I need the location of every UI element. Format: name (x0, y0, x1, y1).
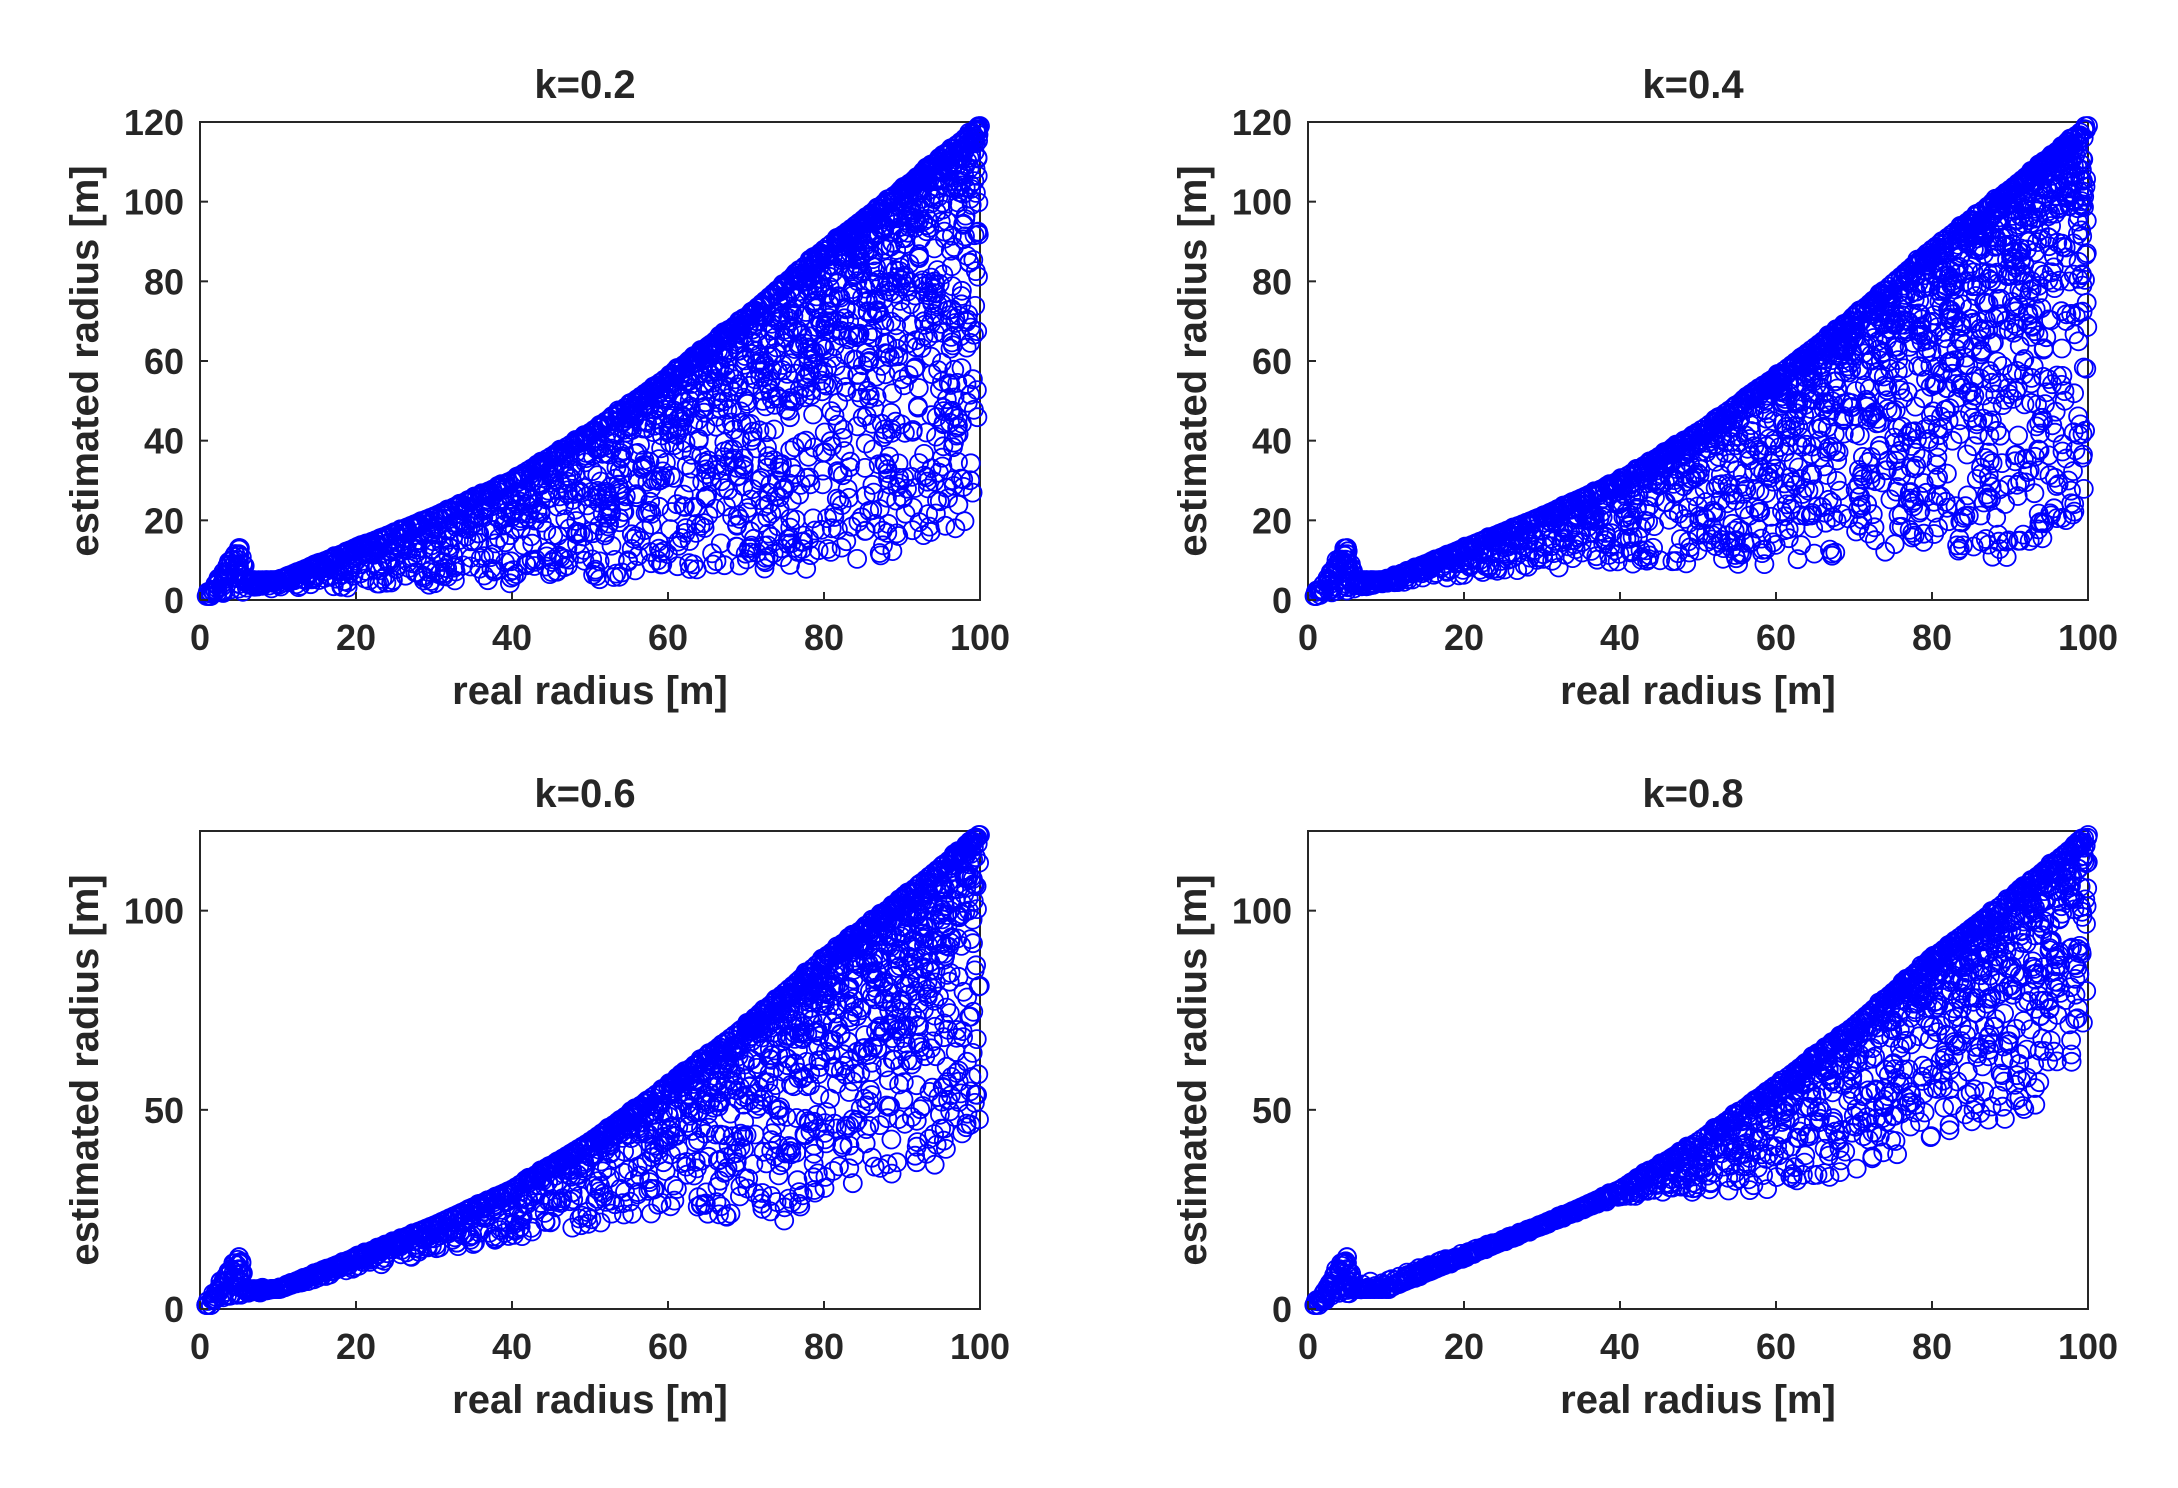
x-tick-label: 0 (190, 617, 210, 658)
scatter-point (488, 528, 509, 549)
y-tick-label: 80 (144, 261, 184, 302)
scatter-point (557, 538, 578, 559)
x-tick-label: 20 (336, 617, 376, 658)
x-tick-label: 100 (2058, 617, 2118, 658)
x-tick-label: 100 (950, 617, 1010, 658)
scatter-point (501, 567, 521, 588)
scatter-point (453, 555, 474, 576)
y-tick-label: 100 (124, 182, 184, 223)
y-tick-label: 60 (144, 341, 184, 382)
scatter-point (500, 551, 521, 572)
scatter-markers (196, 116, 990, 606)
scatter-point (586, 566, 607, 586)
scatter-point (530, 503, 551, 524)
scatter-point (538, 480, 559, 501)
scatter-point (557, 480, 578, 501)
scatter-point (480, 547, 501, 568)
scatter-point (444, 557, 465, 578)
scatter-point (474, 565, 495, 586)
y-axis-label: estimated radius [m] (63, 165, 107, 556)
scatter-point (503, 560, 524, 581)
x-tick-label: 20 (1444, 617, 1484, 658)
x-tick-label: 40 (492, 617, 532, 658)
x-tick-label: 60 (1756, 617, 1796, 658)
scatter-point (434, 563, 454, 584)
scatter-point (469, 523, 490, 544)
panel-title: k=0.6 (534, 772, 635, 816)
y-tick-label: 120 (1232, 102, 1292, 143)
panel-title: k=0.4 (1642, 63, 1744, 107)
scatter-point (567, 533, 587, 554)
y-tick-label: 100 (1232, 182, 1292, 223)
x-tick-label: 40 (1600, 617, 1640, 658)
scatter-point (559, 549, 579, 570)
scatter-point (589, 515, 609, 536)
scatter-point (561, 457, 582, 477)
scatter-point (382, 570, 403, 591)
x-tick-label: 60 (648, 617, 688, 658)
scatter-point (503, 566, 524, 587)
panel-title: k=0.2 (534, 63, 635, 107)
y-axis-label: estimated radius [m] (1171, 165, 1215, 556)
scatter-point (337, 577, 358, 598)
panel-k0.4: k=0.4 0 20 40 60 80 100 0 20 40 60 80 100 120 real r… (1171, 63, 2118, 713)
scatter-point (444, 570, 465, 591)
y-tick-label: 0 (1272, 580, 1292, 621)
y-tick-label: 120 (124, 102, 184, 143)
y-tick-label: 20 (1252, 500, 1292, 541)
y-tick-label: 60 (1252, 341, 1292, 382)
x-tick-label: 0 (1298, 617, 1318, 658)
x-axis-label: real radius [m] (452, 669, 728, 713)
x-tick-label: 80 (804, 617, 844, 658)
y-tick-label: 80 (1252, 261, 1292, 302)
y-tick-label: 20 (144, 500, 184, 541)
x-axis-label: real radius [m] (1560, 669, 1836, 713)
scatter-point (573, 526, 594, 547)
y-tick-label: 40 (1252, 421, 1292, 462)
y-tick-label: 0 (164, 580, 184, 621)
y-tick-label: 40 (144, 421, 184, 462)
x-tick-label: 80 (1912, 617, 1952, 658)
panel-k0.2: k=0.2 0 20 40 60 80 100 0 20 40 60 80 100 120 real r… (63, 63, 1010, 713)
